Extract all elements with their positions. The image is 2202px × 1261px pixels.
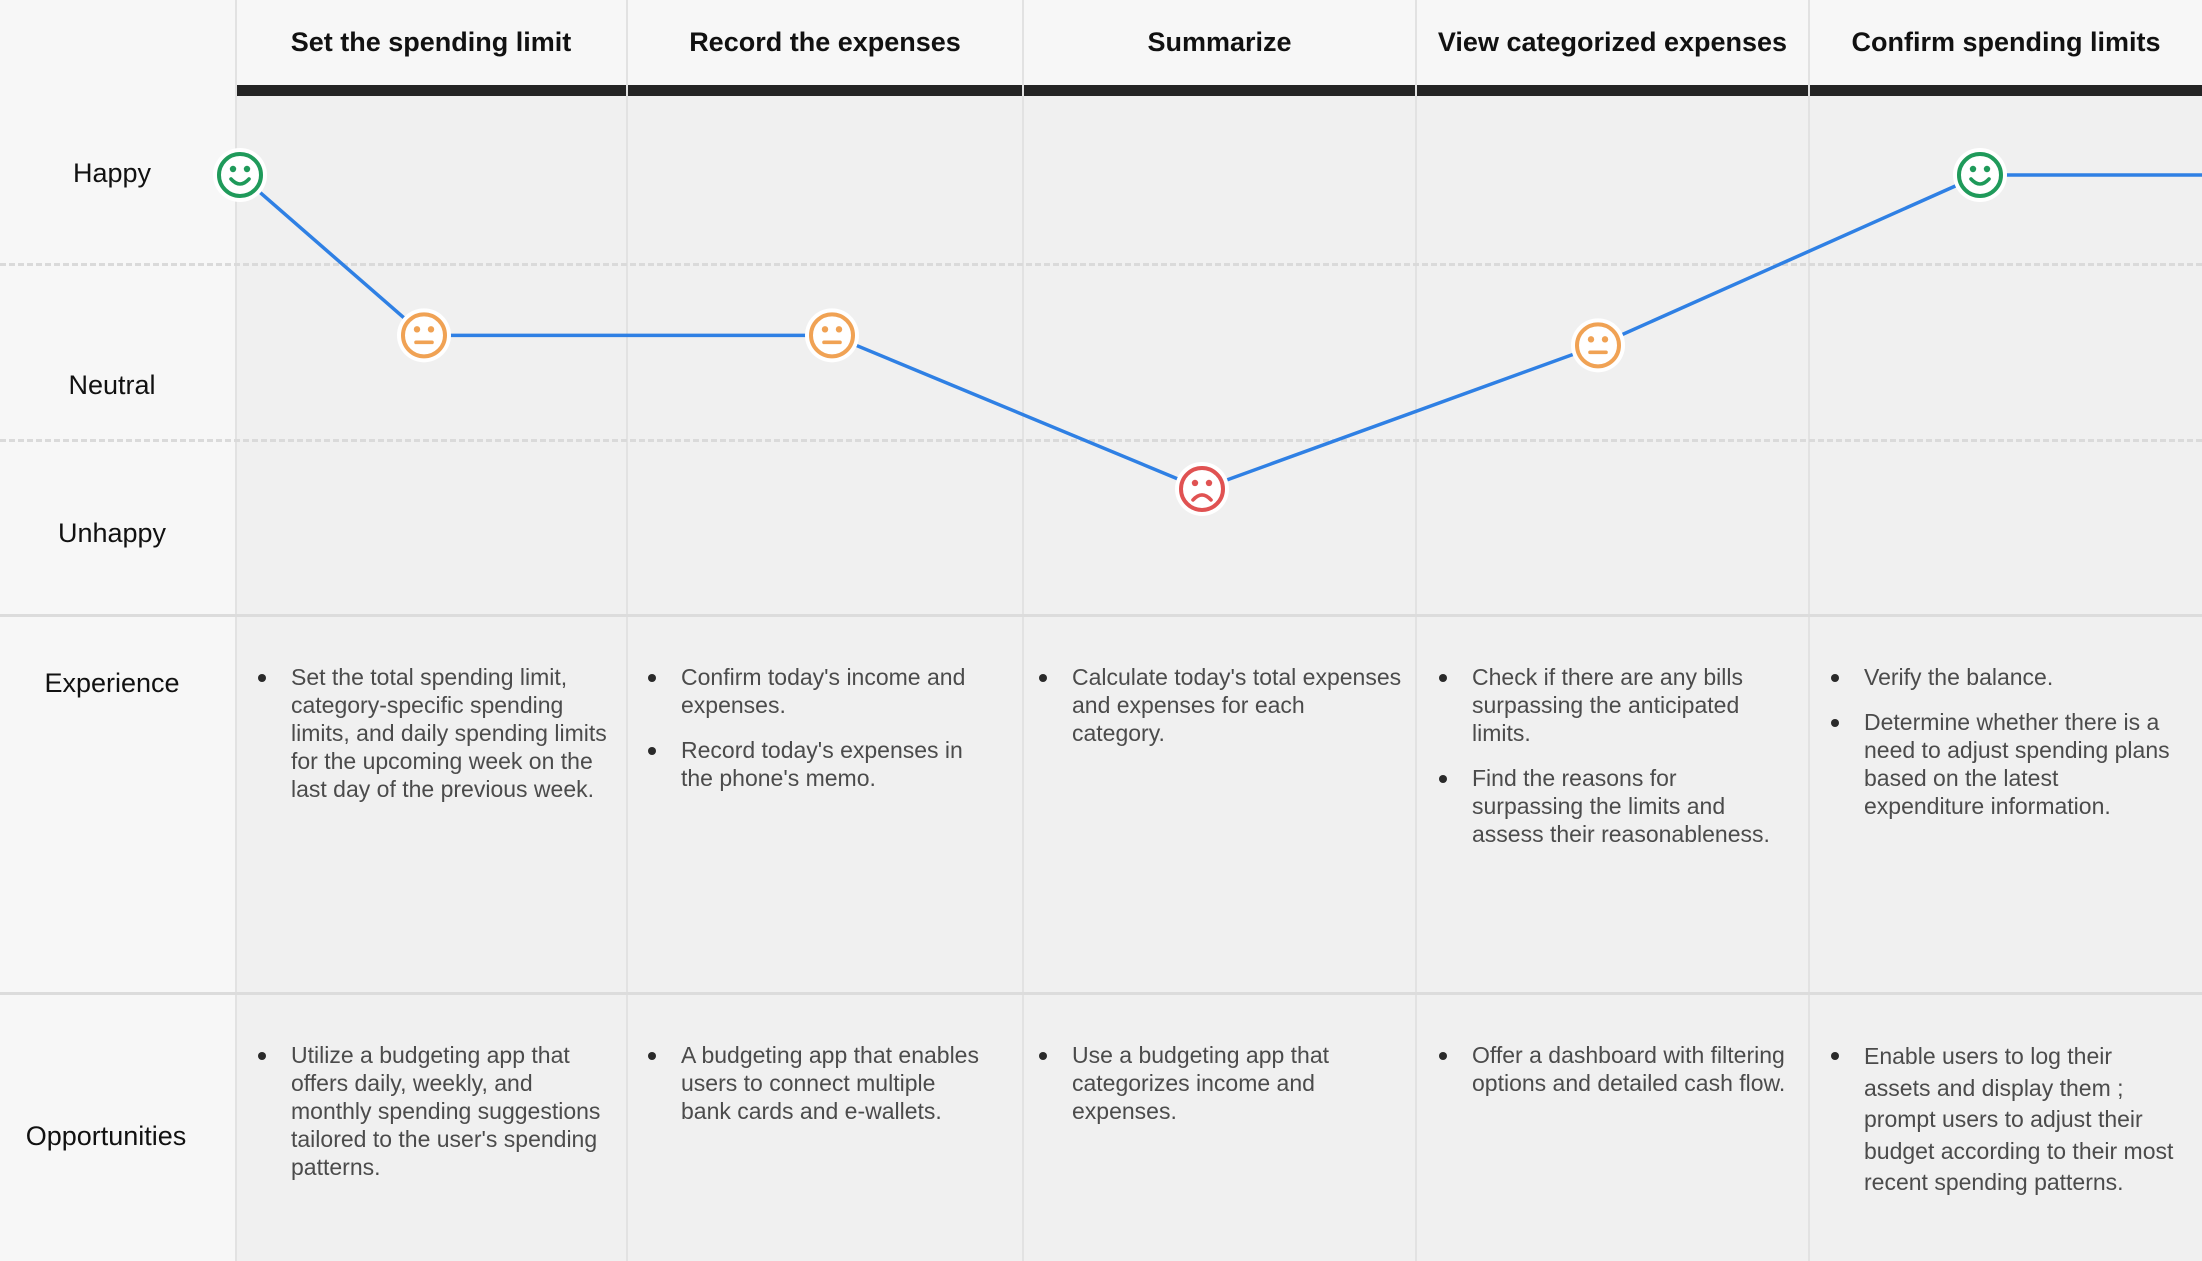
column-divider [235,0,237,1261]
row-divider [0,614,2202,617]
face-eye [835,326,843,333]
face-mouth [1191,493,1213,502]
list-item: A budgeting app that enables users to co… [645,1041,985,1125]
emotion-divider [0,263,2202,266]
emotion-curve [213,148,2202,516]
emotion-label-happy: Happy [72,158,152,188]
list-item: Confirm today's income and expenses. [645,663,1001,719]
experience-list: Set the total spending limit, category-s… [255,663,607,820]
face-mouth [229,177,251,186]
neutral-face-icon [397,308,451,363]
face-halo [213,148,267,202]
frowning-face-icon [1175,461,1229,516]
smiling-face-icon [213,148,267,202]
face-eye [1587,336,1595,343]
face-outline [1179,465,1225,512]
opportunities-list: Use a budgeting app that categorizes inc… [1036,1041,1388,1142]
face-outline [217,152,263,198]
column-divider [626,0,628,1261]
row-divider [0,992,2202,995]
list-item: Check if there are any bills surpassing … [1436,663,1788,747]
face-eye [243,165,251,173]
experience-list: Confirm today's income and expenses. Rec… [645,663,1001,809]
experience-list: Verify the balance. Determine whether th… [1828,663,2184,837]
face-eye [1983,165,1991,173]
face-eye [413,326,421,333]
face-eye [1191,479,1199,487]
neutral-face-icon [805,308,859,363]
face-halo [1571,318,1625,373]
face-eye [1205,479,1213,487]
emotion-line [238,173,2202,491]
row-label-column [0,0,236,1261]
list-item: Calculate today's total expenses and exp… [1036,663,1402,747]
opportunities-list: A budgeting app that enables users to co… [645,1041,985,1142]
column-divider [1022,0,1024,1261]
stage-title: Set the spending limit [290,27,572,57]
opportunities-row-label: Opportunities [25,1121,187,1151]
stage-title: View categorized expenses [1437,27,1788,57]
list-item: Find the reasons for surpassing the limi… [1436,764,1788,848]
face-outline [401,312,447,359]
experience-list: Calculate today's total expenses and exp… [1036,663,1402,764]
stage-title: Record the expenses [689,27,961,57]
list-item: Verify the balance. [1828,663,2184,691]
list-item: Offer a dashboard with filtering options… [1436,1041,1788,1097]
face-halo [1175,461,1229,516]
face-outline [1575,322,1621,369]
stage-title: Confirm spending limits [1851,27,2161,57]
face-outline [1957,152,2003,198]
face-eye [1601,336,1609,343]
face-eye [821,326,829,333]
opportunities-list: Utilize a budgeting app that offers dail… [255,1041,607,1198]
stage-header-strip [236,0,2202,85]
opportunities-list: Enable users to log their assets and dis… [1828,1041,2178,1216]
opportunities-list: Offer a dashboard with filtering options… [1436,1041,1788,1114]
smiling-face-icon [1953,148,2007,202]
face-halo [805,308,859,363]
list-item: Utilize a budgeting app that offers dail… [255,1041,607,1181]
stage-title: Summarize [1147,27,1292,57]
list-item: Record today's expenses in the phone's m… [645,736,1001,792]
stage-header-bar [236,85,2202,96]
column-divider [1808,0,1810,1261]
neutral-face-icon [1571,318,1625,373]
face-outline [809,312,855,359]
face-halo [1953,148,2007,202]
face-eye [229,165,237,173]
emotion-divider [0,439,2202,442]
list-item: Use a budgeting app that categorizes inc… [1036,1041,1388,1125]
list-item: Determine whether there is a need to adj… [1828,708,2184,820]
experience-list: Check if there are any bills surpassing … [1436,663,1788,865]
list-item: Set the total spending limit, category-s… [255,663,607,803]
emotion-label-unhappy: Unhappy [57,518,167,548]
face-mouth [1969,177,1991,186]
face-eye [427,326,435,333]
face-halo [397,308,451,363]
experience-row-label: Experience [44,668,180,698]
emotion-label-neutral: Neutral [68,370,156,400]
face-eye [1969,165,1977,173]
column-divider [1415,0,1417,1261]
list-item: Enable users to log their assets and dis… [1828,1041,2178,1199]
